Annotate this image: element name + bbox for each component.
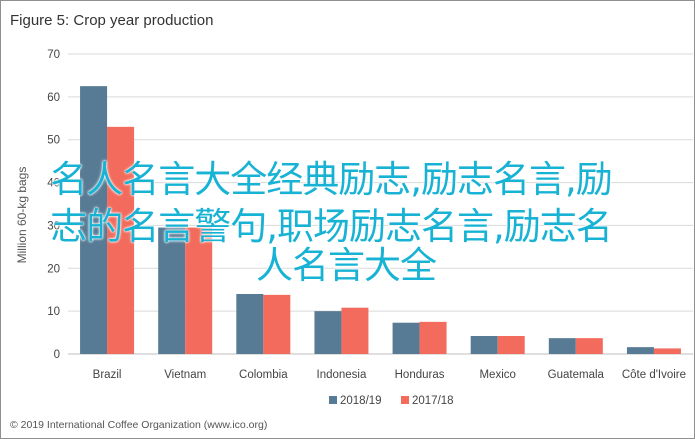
y-tick-label-40: 40 bbox=[47, 178, 60, 190]
y-tick-label-50: 50 bbox=[47, 135, 60, 147]
tick-labels: 0 10 20 30 40 50 60 70 Brazil Vietnam Colombia Indo… bbox=[47, 49, 686, 381]
x-tick-label-colombia: Colombia bbox=[239, 369, 288, 381]
legend-label-2017-18: 2017/18 bbox=[412, 395, 454, 407]
bar-2017-18-brazil bbox=[107, 126, 135, 354]
legend-label-2018-19: 2018/19 bbox=[340, 395, 382, 407]
y-tick-label-30: 30 bbox=[47, 220, 60, 232]
y-tick-label-0: 0 bbox=[54, 349, 60, 361]
bars bbox=[80, 86, 681, 355]
source-note: © 2019 International Coffee Organization… bbox=[10, 419, 267, 431]
y-tick-label-10: 10 bbox=[47, 306, 60, 318]
bar-2017-18-vietnam bbox=[185, 227, 213, 354]
bar-2017-18-indonesia bbox=[341, 307, 369, 354]
bar-2018-19-vietnam bbox=[158, 227, 186, 354]
bar-2018-19-brazil bbox=[80, 86, 108, 355]
x-tick-label-c-te-d-ivoire: Côte d'Ivoire bbox=[622, 369, 686, 381]
bar-2017-18-c-te-d-ivoire bbox=[653, 348, 681, 354]
y-axis-label: Million 60-kg bags bbox=[15, 167, 29, 264]
bar-2017-18-honduras bbox=[419, 321, 447, 354]
bar-2018-19-honduras bbox=[392, 322, 420, 354]
bar-2018-19-mexico bbox=[470, 336, 498, 354]
bar-2018-19-colombia bbox=[236, 294, 264, 354]
chart-title: Figure 5: Crop year production bbox=[10, 12, 213, 29]
y-tick-label-70: 70 bbox=[47, 49, 60, 61]
legend-swatch-2018-19 bbox=[329, 396, 337, 404]
bar-2017-18-mexico bbox=[497, 336, 525, 354]
legend: 2018/19 2017/18 bbox=[329, 395, 454, 407]
legend-swatch-2017-18 bbox=[401, 396, 409, 404]
x-tick-label-honduras: Honduras bbox=[395, 369, 445, 381]
bar-2018-19-c-te-d-ivoire bbox=[626, 347, 654, 354]
bar-2018-19-indonesia bbox=[314, 311, 342, 354]
bar-2017-18-guatemala bbox=[575, 338, 603, 354]
x-tick-label-vietnam: Vietnam bbox=[164, 369, 206, 381]
x-tick-label-mexico: Mexico bbox=[479, 369, 515, 381]
x-tick-label-indonesia: Indonesia bbox=[317, 369, 367, 381]
bar-2017-18-colombia bbox=[263, 294, 291, 354]
x-tick-label-guatemala: Guatemala bbox=[548, 369, 605, 381]
bar-2018-19-guatemala bbox=[548, 338, 576, 354]
y-tick-label-20: 20 bbox=[47, 263, 60, 275]
y-tick-label-60: 60 bbox=[47, 92, 60, 104]
x-tick-label-brazil: Brazil bbox=[93, 369, 122, 381]
